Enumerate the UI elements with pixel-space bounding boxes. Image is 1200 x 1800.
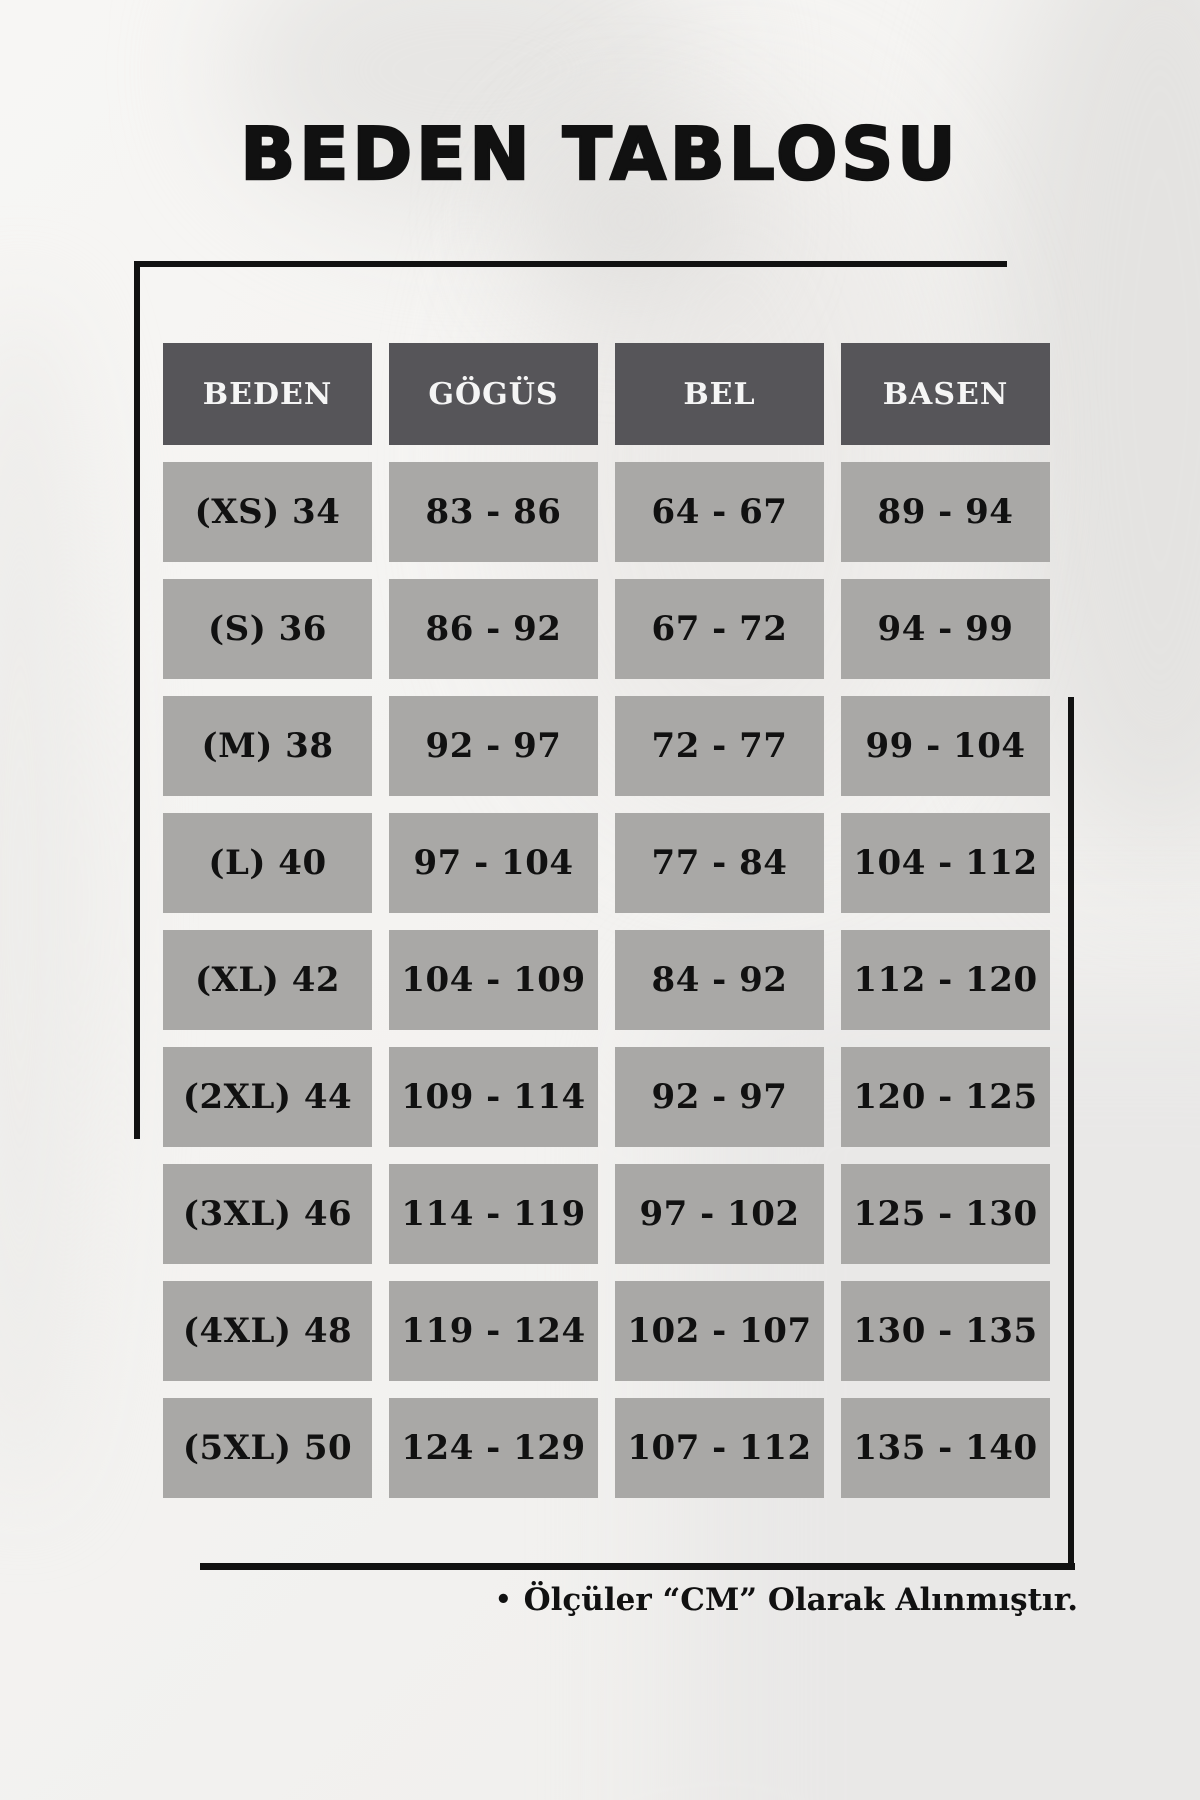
decorative-rule-top bbox=[137, 261, 1007, 267]
chest-cell: 104 - 109 bbox=[389, 930, 598, 1030]
hip-cell: 120 - 125 bbox=[841, 1047, 1050, 1147]
size-cell: (S) 36 bbox=[163, 579, 372, 679]
chest-cell: 124 - 129 bbox=[389, 1398, 598, 1498]
size-cell: (XL) 42 bbox=[163, 930, 372, 1030]
waist-cell: 107 - 112 bbox=[615, 1398, 824, 1498]
column-header-gogus: GÖGÜS bbox=[389, 343, 598, 445]
column-header-beden: BEDEN bbox=[163, 343, 372, 445]
chest-cell: 86 - 92 bbox=[389, 579, 598, 679]
hip-cell: 130 - 135 bbox=[841, 1281, 1050, 1381]
waist-cell: 67 - 72 bbox=[615, 579, 824, 679]
hip-cell: 89 - 94 bbox=[841, 462, 1050, 562]
decorative-rule-right bbox=[1068, 697, 1074, 1569]
decorative-rule-left bbox=[134, 261, 140, 1139]
chest-cell: 92 - 97 bbox=[389, 696, 598, 796]
waist-cell: 64 - 67 bbox=[615, 462, 824, 562]
units-note: • Ölçüler “CM” Olarak Alınmıştır. bbox=[495, 1582, 1078, 1618]
decorative-rule-bottom bbox=[200, 1563, 1075, 1570]
chest-cell: 97 - 104 bbox=[389, 813, 598, 913]
units-note-text: Ölçüler “CM” Olarak Alınmıştır. bbox=[523, 1582, 1078, 1618]
size-cell: (M) 38 bbox=[163, 696, 372, 796]
waist-cell: 97 - 102 bbox=[615, 1164, 824, 1264]
waist-cell: 77 - 84 bbox=[615, 813, 824, 913]
page-title: BEDEN TABLOSU bbox=[239, 111, 960, 198]
size-cell: (4XL) 48 bbox=[163, 1281, 372, 1381]
chest-cell: 119 - 124 bbox=[389, 1281, 598, 1381]
size-cell: (L) 40 bbox=[163, 813, 372, 913]
size-cell: (2XL) 44 bbox=[163, 1047, 372, 1147]
waist-cell: 102 - 107 bbox=[615, 1281, 824, 1381]
size-cell: (3XL) 46 bbox=[163, 1164, 372, 1264]
chest-cell: 109 - 114 bbox=[389, 1047, 598, 1147]
size-table: BEDEN GÖGÜS BEL BASEN (XS) 34 83 - 86 64… bbox=[163, 343, 1050, 1498]
hip-cell: 104 - 112 bbox=[841, 813, 1050, 913]
column-header-bel: BEL bbox=[615, 343, 824, 445]
chest-cell: 83 - 86 bbox=[389, 462, 598, 562]
background-shape bbox=[520, 130, 740, 310]
waist-cell: 92 - 97 bbox=[615, 1047, 824, 1147]
hip-cell: 94 - 99 bbox=[841, 579, 1050, 679]
chest-cell: 114 - 119 bbox=[389, 1164, 598, 1264]
waist-cell: 72 - 77 bbox=[615, 696, 824, 796]
column-header-basen: BASEN bbox=[841, 343, 1050, 445]
background-shape bbox=[0, 300, 100, 1500]
hip-cell: 125 - 130 bbox=[841, 1164, 1050, 1264]
size-cell: (XS) 34 bbox=[163, 462, 372, 562]
hip-cell: 135 - 140 bbox=[841, 1398, 1050, 1498]
hip-cell: 99 - 104 bbox=[841, 696, 1050, 796]
size-cell: (5XL) 50 bbox=[163, 1398, 372, 1498]
hip-cell: 112 - 120 bbox=[841, 930, 1050, 1030]
bullet-icon: • bbox=[495, 1585, 512, 1615]
waist-cell: 84 - 92 bbox=[615, 930, 824, 1030]
